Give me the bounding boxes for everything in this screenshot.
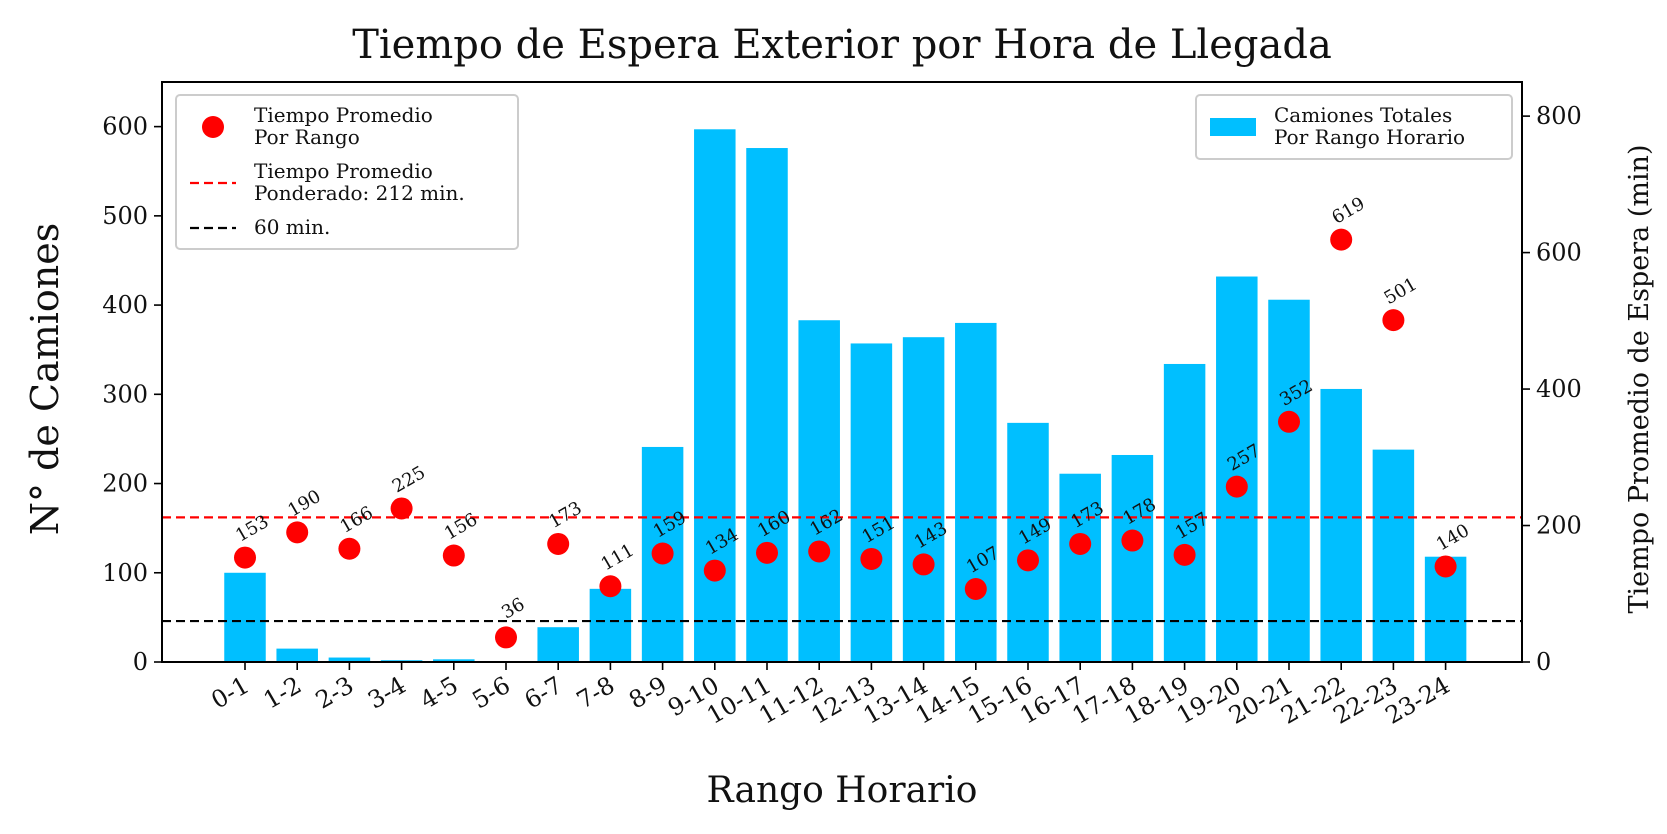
- point-22-23: [1382, 309, 1405, 332]
- bar-1-2: [276, 648, 318, 662]
- point-label-22-23: 501: [1381, 274, 1421, 309]
- y2-tick-label-0: 0: [1536, 648, 1551, 676]
- point-19-20: [1225, 475, 1248, 498]
- bar-20-21: [1268, 299, 1310, 662]
- bar-7-8: [589, 588, 632, 662]
- bar-6-7: [537, 627, 579, 662]
- chart-title: Tiempo de Espera Exterior por Hora de Ll…: [352, 22, 1332, 68]
- bar-9-10: [694, 129, 736, 663]
- reference-lines-layer: [162, 516, 1522, 623]
- bar-17-18: [1111, 454, 1154, 662]
- point-label-3-4: 225: [389, 462, 429, 497]
- bar-16-17: [1059, 473, 1101, 662]
- point-label-2-3: 166: [337, 502, 377, 537]
- legend-right-box: [1195, 94, 1513, 160]
- point-7-8: [599, 575, 622, 598]
- legend-left-entry-1-line-1: Ponderado: 212 min.: [254, 181, 465, 205]
- point-5-6: [495, 626, 517, 649]
- points-layer: [234, 228, 1457, 649]
- point-11-12: [808, 540, 831, 563]
- point-15-16: [1017, 549, 1039, 572]
- bar-19-20: [1216, 276, 1258, 662]
- legend-right-entry-0-line-1: Por Rango Horario: [1274, 125, 1465, 149]
- y-tick-label-100: 100: [102, 559, 148, 587]
- y2-tick-label-200: 200: [1536, 512, 1582, 540]
- point-2-3: [338, 537, 361, 560]
- y-tick-label-600: 600: [102, 113, 148, 141]
- point-6-7: [547, 532, 570, 555]
- x-axis-label: Rango Horario: [707, 770, 978, 811]
- bar-12-13: [850, 343, 893, 662]
- bar-15-16: [1007, 422, 1049, 662]
- bar-22-23: [1372, 449, 1415, 662]
- y2-tick-label-400: 400: [1536, 375, 1582, 403]
- bar-14-15: [955, 322, 997, 662]
- legend-left-swatch-0: [202, 116, 224, 138]
- point-1-2: [286, 521, 309, 544]
- point-21-22: [1330, 228, 1353, 251]
- x-tick-label-5-6: 5-6: [468, 671, 515, 715]
- bar-13-14: [902, 337, 945, 662]
- bar-18-19: [1163, 363, 1206, 662]
- x-tick-label-1-2: 1-2: [259, 671, 306, 715]
- point-label-4-5: 156: [441, 509, 481, 544]
- point-16-17: [1069, 532, 1092, 555]
- legend-right-entry-0-line-0: Camiones Totales: [1274, 103, 1452, 127]
- y-axis-label: N° de Camiones: [23, 223, 67, 535]
- bar-11-12: [798, 320, 840, 662]
- point-8-9: [651, 542, 674, 565]
- legend-left-entry-0-line-0: Tiempo Promedio: [254, 103, 433, 127]
- y2-tick-label-800: 800: [1536, 102, 1582, 130]
- point-12-13: [860, 547, 883, 570]
- point-10-11: [756, 541, 778, 564]
- x-tick-label-3-4: 3-4: [363, 671, 410, 715]
- y-tick-label-300: 300: [102, 380, 148, 408]
- legend-right-swatch-0: [1210, 118, 1256, 136]
- x-tick-label-8-9: 8-9: [624, 671, 671, 715]
- legend-left-entry-2-line-0: 60 min.: [254, 215, 330, 239]
- y-tick-label-200: 200: [102, 470, 148, 498]
- x-tick-label-4-5: 4-5: [415, 671, 462, 715]
- x-tick-label-2-3: 2-3: [311, 671, 358, 715]
- bar-21-22: [1320, 388, 1362, 662]
- point-label-21-22: 619: [1328, 193, 1368, 228]
- y-tick-label-0: 0: [133, 648, 148, 676]
- bars-layer: [224, 129, 1467, 663]
- point-20-21: [1278, 410, 1300, 433]
- point-0-1: [234, 546, 256, 569]
- plot-frame: [161, 81, 1523, 663]
- x-tick-label-7-8: 7-8: [572, 671, 619, 715]
- y2-tick-label-600: 600: [1536, 239, 1582, 267]
- x-tick-label-0-1: 0-1: [207, 671, 254, 715]
- legend-left-entry-0-line-1: Por Rango: [254, 125, 360, 149]
- point-3-4: [390, 497, 413, 520]
- point-17-18: [1121, 529, 1144, 552]
- y-tick-label-400: 400: [102, 291, 148, 319]
- point-23-24: [1434, 555, 1457, 578]
- bar-4-5: [433, 659, 475, 662]
- point-label-6-7: 173: [545, 498, 585, 533]
- point-13-14: [912, 553, 935, 576]
- x-tick-label-6-7: 6-7: [520, 671, 567, 715]
- bar-10-11: [746, 148, 788, 662]
- point-label-1-2: 190: [284, 486, 324, 521]
- point-4-5: [442, 544, 465, 567]
- legend-left-box: [175, 94, 519, 250]
- y-tick-label-500: 500: [102, 202, 148, 230]
- point-label-23-24: 140: [1433, 520, 1473, 555]
- bar-0-1: [224, 572, 266, 662]
- point-label-5-6: 36: [498, 594, 528, 624]
- point-label-7-8: 111: [598, 540, 638, 575]
- y2-axis-label: Tiempo Promedio de Espera (min): [1624, 145, 1655, 614]
- point-9-10: [703, 559, 726, 582]
- point-14-15: [964, 577, 987, 600]
- bar-2-3: [328, 657, 371, 662]
- point-18-19: [1173, 543, 1196, 566]
- legend-left-entry-1-line-0: Tiempo Promedio: [254, 159, 433, 183]
